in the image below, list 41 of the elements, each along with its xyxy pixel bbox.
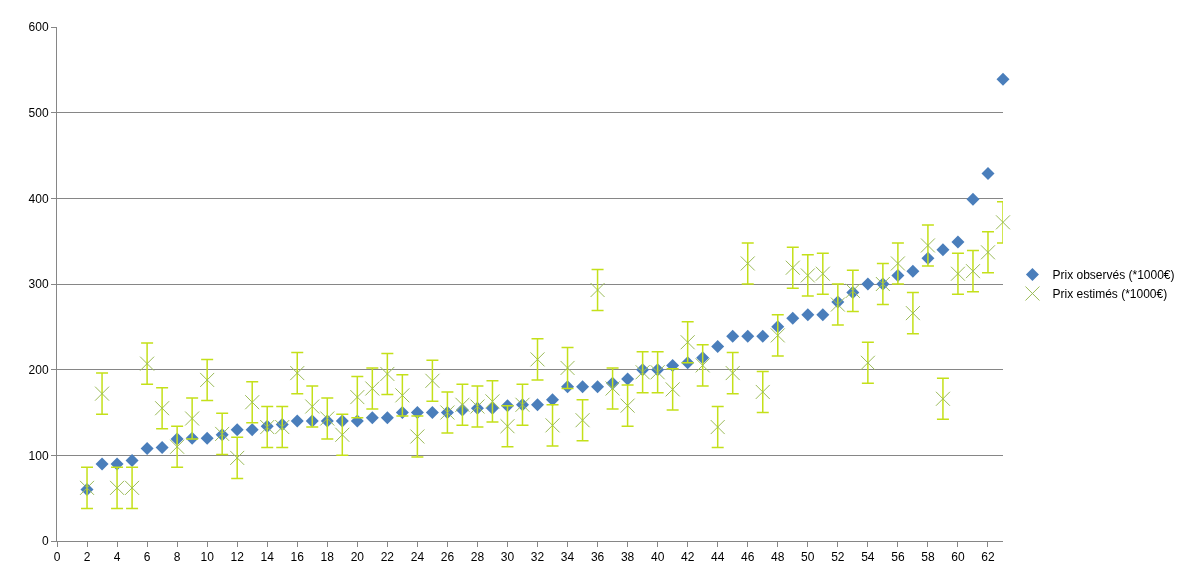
- x-tick-label: 50: [801, 550, 815, 565]
- x-tick-label: 28: [470, 550, 485, 565]
- x-tick-label: 4: [113, 550, 121, 565]
- x-tick-label: 46: [741, 550, 755, 565]
- x-tick-label: 24: [410, 550, 425, 565]
- x-tick-label: 16: [290, 550, 305, 565]
- legend-label: Prix estimés (*1000€): [1052, 287, 1168, 302]
- y-tick-label: 500: [28, 105, 49, 120]
- x-tick-label: 56: [891, 550, 905, 565]
- x-tick-label: 48: [771, 550, 785, 565]
- x-tick-label: 10: [200, 550, 215, 565]
- y-tick-label: 100: [28, 448, 49, 463]
- x-tick-label: 40: [650, 550, 665, 565]
- x-tick-label: 32: [530, 550, 545, 565]
- x-tick-label: 6: [143, 550, 151, 565]
- x-tick-label: 52: [831, 550, 845, 565]
- y-tick-label: 300: [28, 277, 49, 292]
- x-tick-label: 60: [951, 550, 965, 565]
- x-tick-label: 44: [711, 550, 725, 565]
- x-tick-label: 8: [173, 550, 181, 565]
- x-tick-label: 62: [981, 550, 995, 565]
- x-tick-label: 36: [590, 550, 605, 565]
- x-tick-label: 42: [680, 550, 695, 565]
- x-tick-label: 14: [260, 550, 275, 565]
- x-tick-label: 58: [921, 550, 935, 565]
- y-tick-label: 400: [28, 191, 49, 206]
- x-tick-label: 0: [53, 550, 61, 565]
- x-tick-label: 20: [350, 550, 365, 565]
- x-tick-label: 18: [320, 550, 335, 565]
- x-tick-label: 12: [230, 550, 245, 565]
- y-tick-label: 200: [28, 362, 49, 377]
- legend-label: Prix observés (*1000€): [1052, 268, 1175, 283]
- y-tick-label: 0: [41, 534, 49, 549]
- x-tick-label: 38: [620, 550, 635, 565]
- x-tick-label: 22: [380, 550, 395, 565]
- x-tick-label: 26: [440, 550, 455, 565]
- x-tick-label: 30: [500, 550, 515, 565]
- x-tick-label: 54: [861, 550, 875, 565]
- x-tick-label: 34: [560, 550, 575, 565]
- x-tick-label: 2: [83, 550, 91, 565]
- y-tick-label: 600: [28, 20, 49, 35]
